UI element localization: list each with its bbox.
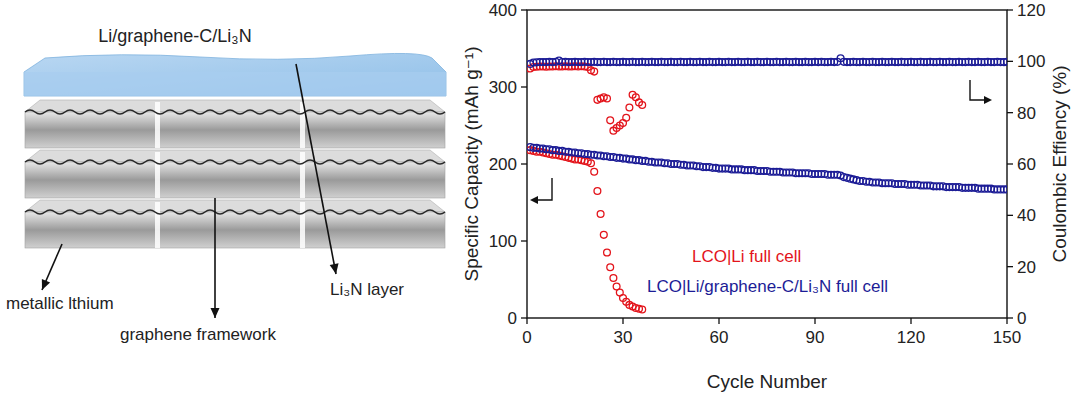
data-point <box>591 68 598 75</box>
y-tick <box>521 317 527 318</box>
data-point <box>591 168 598 175</box>
diagram-label: graphene framework <box>120 325 276 344</box>
data-point <box>600 231 607 238</box>
data-point <box>639 102 646 109</box>
graphene-line <box>25 210 445 214</box>
arrow-head <box>330 263 339 274</box>
y2-tick <box>1007 61 1013 62</box>
y2-tick-label: 20 <box>1017 258 1036 277</box>
y2-tick <box>1007 317 1013 318</box>
y2-tick-label: 120 <box>1017 1 1045 20</box>
divider <box>300 202 305 248</box>
data-point <box>607 264 614 271</box>
y2-tick-label: 80 <box>1017 104 1036 123</box>
axis-indicator-head <box>530 196 538 204</box>
y-tick-label: 200 <box>489 155 517 174</box>
x-tick-label: 120 <box>897 328 925 347</box>
x-tick-label: 150 <box>993 328 1021 347</box>
x-tick <box>622 318 623 324</box>
y-tick <box>521 86 527 87</box>
y-tick-label: 400 <box>489 1 517 20</box>
arrow-line <box>214 198 216 318</box>
plot-frame <box>527 10 1007 318</box>
y2-tick-label: 0 <box>1017 309 1026 328</box>
y2-tick-label: 100 <box>1017 52 1045 71</box>
legend-entry: LCO|Li/graphene-C/Li₃N full cell <box>647 277 888 296</box>
y-tick-label: 0 <box>508 309 517 328</box>
x-tick-label: 60 <box>710 328 729 347</box>
data-point <box>639 306 646 313</box>
data-point <box>626 104 633 111</box>
y-tick-label: 100 <box>489 232 517 251</box>
li3n-front <box>24 72 446 96</box>
divider <box>155 102 160 148</box>
diagram-title: Li/graphene-C/Li₃N <box>98 26 251 46</box>
x-tick <box>1006 318 1007 324</box>
data-point <box>1004 186 1007 193</box>
y-tick <box>521 163 527 164</box>
diagram-label: Li₃N layer <box>330 280 404 299</box>
slab-front <box>25 112 445 148</box>
data-point <box>594 188 601 195</box>
chart: 0306090120150010020030040002040608010012… <box>461 1 1070 392</box>
arrow-head <box>211 308 220 318</box>
diagram: Li/graphene-C/Li₃N metallic lthium graphen… <box>6 26 446 344</box>
arrow-line <box>42 244 62 290</box>
li3n-layer <box>24 53 446 96</box>
slab-front <box>25 162 445 198</box>
data-point <box>623 114 630 121</box>
axis-indicator-head <box>984 96 992 104</box>
y2-tick-label: 60 <box>1017 155 1036 174</box>
x-tick-label: 90 <box>806 328 825 347</box>
arrow-head <box>42 279 50 290</box>
data-point <box>588 160 595 167</box>
slab-front <box>25 212 445 248</box>
data-point <box>610 275 617 282</box>
y-axis-title: Specific Capacity (mAh g⁻¹) <box>461 47 482 282</box>
x-tick <box>718 318 719 324</box>
x-tick <box>814 318 815 324</box>
x-tick-label: 30 <box>614 328 633 347</box>
x-axis-title: Cycle Number <box>707 371 828 392</box>
x-tick <box>526 318 527 324</box>
divider <box>155 202 160 248</box>
marks <box>527 55 1007 313</box>
y-tick <box>521 240 527 241</box>
graphene-line <box>25 110 445 114</box>
data-point <box>1004 58 1007 65</box>
legend-entry: LCO|Li full cell <box>692 247 801 266</box>
arrow-line <box>296 64 336 274</box>
y2-tick <box>1007 215 1013 216</box>
y-tick-label: 300 <box>489 78 517 97</box>
divider <box>300 152 305 198</box>
y2-tick <box>1007 266 1013 267</box>
data-point <box>607 117 614 124</box>
y2-tick-label: 40 <box>1017 206 1036 225</box>
x-tick-label: 0 <box>522 328 531 347</box>
y2-axis-title: Coulombic Effiency (%) <box>1049 65 1070 262</box>
diagram-label: metallic lthium <box>6 294 114 313</box>
divider <box>155 152 160 198</box>
data-point <box>604 249 611 256</box>
y-tick <box>521 9 527 10</box>
x-tick <box>910 318 911 324</box>
data-point <box>604 95 611 102</box>
y2-tick <box>1007 163 1013 164</box>
graphene-line <box>25 160 445 164</box>
figure: Li/graphene-C/Li₃N metallic lthium graphen… <box>0 0 1080 396</box>
data-point <box>597 211 604 218</box>
y2-tick <box>1007 112 1013 113</box>
y2-tick <box>1007 9 1013 10</box>
